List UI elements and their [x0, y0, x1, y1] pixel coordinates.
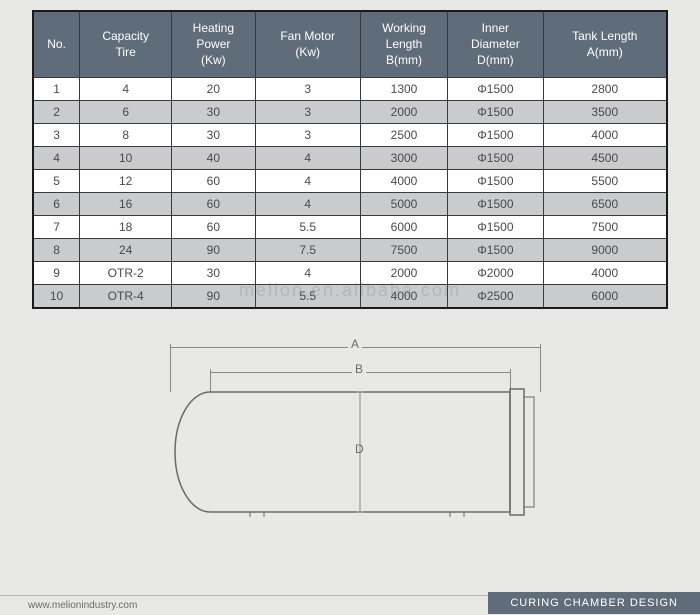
spec-table-container: No. CapacityTire HeatingPower(Kw) Fan Mo… [0, 0, 700, 309]
table-cell: 2000 [360, 261, 447, 284]
table-cell: 5 [33, 169, 80, 192]
dim-label-b: B [352, 362, 366, 376]
table-cell: 3 [33, 123, 80, 146]
table-cell: 90 [172, 284, 255, 308]
table-cell: 7.5 [255, 238, 360, 261]
table-cell: 6 [33, 192, 80, 215]
table-cell: 9000 [543, 238, 667, 261]
table-cell: 40 [172, 146, 255, 169]
table-cell: 3 [255, 77, 360, 100]
table-cell: OTR-4 [80, 284, 172, 308]
table-row: 142031300Φ15002800 [33, 77, 667, 100]
col-no: No. [33, 11, 80, 77]
table-row: 263032000Φ15003500 [33, 100, 667, 123]
table-cell: 10 [33, 284, 80, 308]
table-cell: 6000 [360, 215, 447, 238]
table-cell: 9 [33, 261, 80, 284]
col-heating: HeatingPower(Kw) [172, 11, 255, 77]
table-cell: 5500 [543, 169, 667, 192]
table-cell: 4 [255, 146, 360, 169]
table-cell: 1300 [360, 77, 447, 100]
table-cell: 3000 [360, 146, 447, 169]
table-cell: 90 [172, 238, 255, 261]
table-row: 10OTR-4905.54000Φ25006000 [33, 284, 667, 308]
col-inner-diameter: InnerDiameterD(mm) [448, 11, 543, 77]
table-cell: 2 [33, 100, 80, 123]
table-cell: 12 [80, 169, 172, 192]
table-row: 383032500Φ15004000 [33, 123, 667, 146]
table-cell: 5.5 [255, 284, 360, 308]
table-cell: Φ1500 [448, 192, 543, 215]
footer-url: www.melionindustry.com [0, 595, 488, 611]
table-row: 9OTR-23042000Φ20004000 [33, 261, 667, 284]
footer-title: CURING CHAMBER DESIGN [488, 592, 700, 614]
table-cell: 1 [33, 77, 80, 100]
table-row: 824907.57500Φ15009000 [33, 238, 667, 261]
table-row: 718605.56000Φ15007500 [33, 215, 667, 238]
table-cell: 3500 [543, 100, 667, 123]
table-cell: 8 [33, 238, 80, 261]
table-cell: Φ1500 [448, 238, 543, 261]
table-cell: 6500 [543, 192, 667, 215]
table-cell: 8 [80, 123, 172, 146]
table-cell: 4000 [360, 284, 447, 308]
table-cell: 6 [80, 100, 172, 123]
table-cell: Φ1500 [448, 123, 543, 146]
table-cell: Φ1500 [448, 100, 543, 123]
table-cell: 4 [80, 77, 172, 100]
table-cell: 16 [80, 192, 172, 215]
table-cell: 30 [172, 261, 255, 284]
table-cell: OTR-2 [80, 261, 172, 284]
page-footer: www.melionindustry.com CURING CHAMBER DE… [0, 591, 700, 615]
table-cell: 4 [255, 261, 360, 284]
table-cell: 20 [172, 77, 255, 100]
table-cell: 3 [255, 123, 360, 146]
col-fanmotor: Fan Motor(Kw) [255, 11, 360, 77]
table-cell: 60 [172, 169, 255, 192]
table-cell: Φ2000 [448, 261, 543, 284]
table-cell: 3 [255, 100, 360, 123]
table-cell: 4000 [543, 261, 667, 284]
table-row: 5126044000Φ15005500 [33, 169, 667, 192]
table-cell: 6000 [543, 284, 667, 308]
table-cell: 24 [80, 238, 172, 261]
table-cell: 4 [255, 192, 360, 215]
table-cell: 60 [172, 215, 255, 238]
table-cell: 5.5 [255, 215, 360, 238]
table-cell: Φ1500 [448, 146, 543, 169]
table-cell: 7500 [543, 215, 667, 238]
table-cell: 2800 [543, 77, 667, 100]
table-cell: 5000 [360, 192, 447, 215]
table-cell: 2500 [360, 123, 447, 146]
table-body: 142031300Φ15002800263032000Φ150035003830… [33, 77, 667, 308]
table-cell: Φ2500 [448, 284, 543, 308]
table-cell: 4000 [360, 169, 447, 192]
table-cell: 4500 [543, 146, 667, 169]
table-cell: 7500 [360, 238, 447, 261]
table-cell: 4 [255, 169, 360, 192]
table-cell: Φ1500 [448, 77, 543, 100]
table-cell: Φ1500 [448, 169, 543, 192]
dim-label-d: D [352, 442, 367, 456]
table-cell: 30 [172, 100, 255, 123]
table-row: 4104043000Φ15004500 [33, 146, 667, 169]
table-cell: 60 [172, 192, 255, 215]
dim-label-a: A [348, 337, 362, 351]
table-cell: Φ1500 [448, 215, 543, 238]
table-cell: 2000 [360, 100, 447, 123]
table-cell: 4 [33, 146, 80, 169]
table-header-row: No. CapacityTire HeatingPower(Kw) Fan Mo… [33, 11, 667, 77]
table-cell: 7 [33, 215, 80, 238]
table-cell: 30 [172, 123, 255, 146]
table-cell: 18 [80, 215, 172, 238]
col-tank-length: Tank LengthA(mm) [543, 11, 667, 77]
tank-diagram: A B D [0, 317, 700, 547]
col-working-length: WorkingLengthB(mm) [360, 11, 447, 77]
col-capacity: CapacityTire [80, 11, 172, 77]
spec-table: No. CapacityTire HeatingPower(Kw) Fan Mo… [32, 10, 668, 309]
table-row: 6166045000Φ15006500 [33, 192, 667, 215]
table-cell: 4000 [543, 123, 667, 146]
table-cell: 10 [80, 146, 172, 169]
